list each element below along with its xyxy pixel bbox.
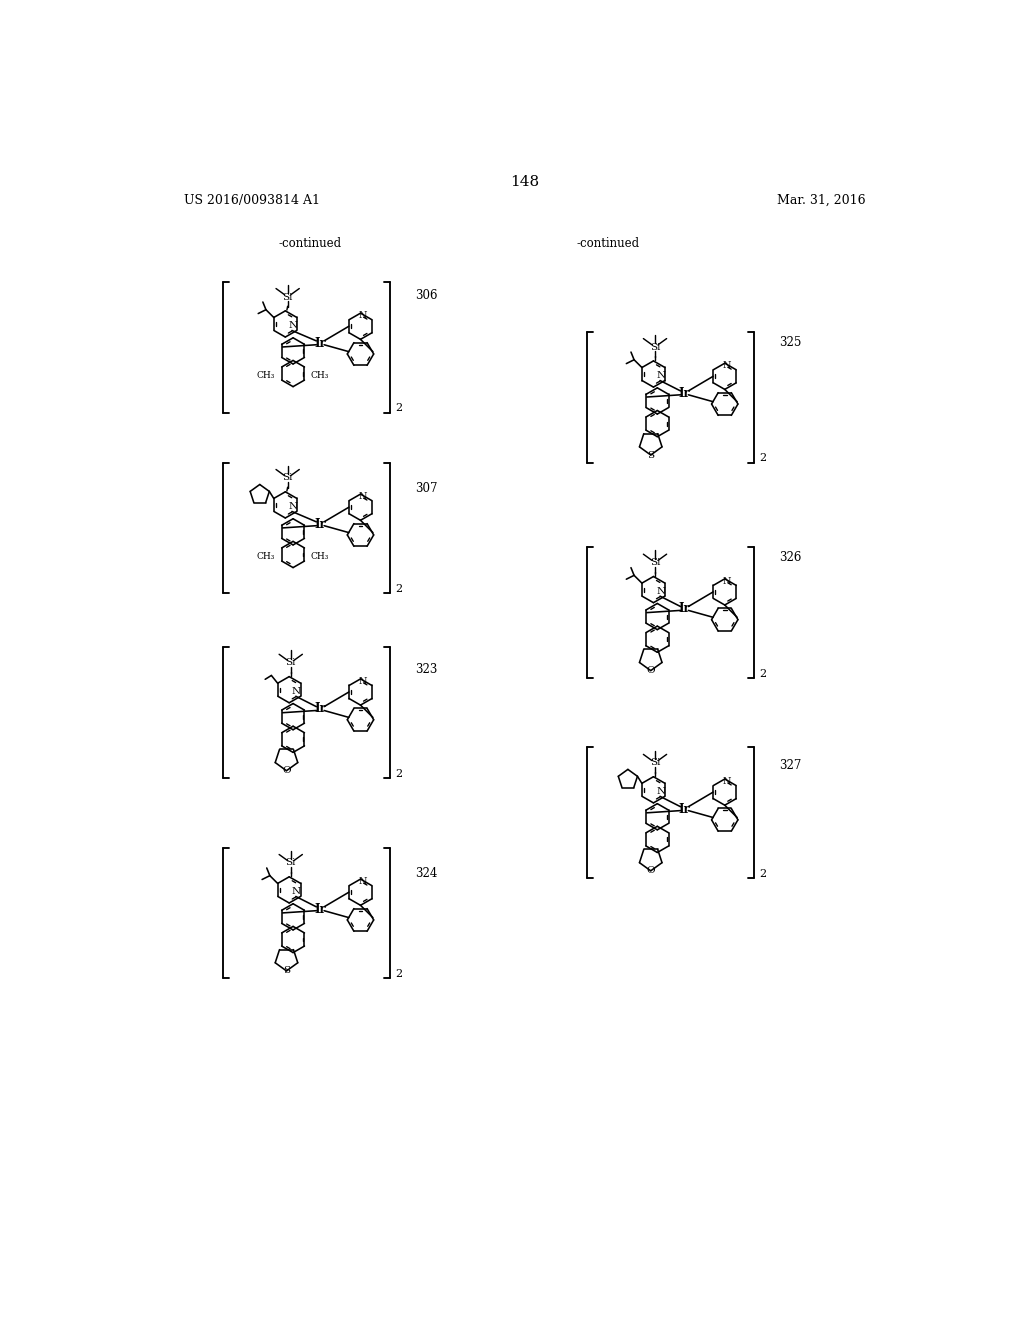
Text: CH₃: CH₃ [311, 552, 330, 561]
Text: N: N [289, 502, 298, 511]
Text: 326: 326 [779, 552, 802, 564]
Text: 325: 325 [779, 335, 802, 348]
Text: Ir: Ir [679, 602, 690, 615]
Text: O: O [646, 667, 655, 675]
Text: Ir: Ir [314, 702, 326, 715]
Text: Mar. 31, 2016: Mar. 31, 2016 [777, 194, 866, 207]
Text: 2: 2 [395, 969, 402, 979]
Text: 307: 307 [415, 482, 437, 495]
Text: N: N [358, 876, 367, 886]
Text: 324: 324 [415, 867, 437, 880]
Text: N: N [289, 321, 298, 330]
Text: CH₃: CH₃ [311, 371, 330, 380]
Text: N: N [656, 787, 666, 796]
Text: -continued: -continued [577, 236, 640, 249]
Text: 306: 306 [415, 289, 437, 302]
Text: Ir: Ir [314, 337, 326, 350]
Text: 323: 323 [415, 663, 437, 676]
Text: S: S [283, 966, 290, 975]
Text: Si: Si [286, 659, 296, 667]
Text: N: N [723, 777, 731, 785]
Text: 2: 2 [760, 869, 767, 879]
Text: N: N [723, 362, 731, 370]
Text: N: N [723, 577, 731, 586]
Text: 2: 2 [395, 403, 402, 413]
Text: Si: Si [650, 558, 660, 568]
Text: CH₃: CH₃ [257, 552, 275, 561]
Text: O: O [283, 766, 291, 775]
Text: N: N [292, 887, 301, 896]
Text: 2: 2 [395, 768, 402, 779]
Text: N: N [656, 371, 666, 380]
Text: 2: 2 [395, 583, 402, 594]
Text: CH₃: CH₃ [257, 371, 275, 380]
Text: Ir: Ir [679, 803, 690, 816]
Text: Si: Si [650, 343, 660, 351]
Text: N: N [358, 312, 367, 319]
Text: 2: 2 [760, 453, 767, 463]
Text: US 2016/0093814 A1: US 2016/0093814 A1 [183, 194, 319, 207]
Text: Si: Si [283, 474, 293, 482]
Text: 327: 327 [779, 759, 802, 772]
Text: N: N [358, 677, 367, 685]
Text: Si: Si [650, 759, 660, 767]
Text: Ir: Ir [314, 517, 326, 531]
Text: 148: 148 [510, 174, 540, 189]
Text: 2: 2 [760, 668, 767, 678]
Text: N: N [358, 492, 367, 500]
Text: Ir: Ir [679, 387, 690, 400]
Text: N: N [656, 586, 666, 595]
Text: Si: Si [283, 293, 293, 301]
Text: Si: Si [286, 858, 296, 867]
Text: S: S [647, 450, 654, 459]
Text: N: N [292, 686, 301, 696]
Text: O: O [646, 866, 655, 875]
Text: Ir: Ir [314, 903, 326, 916]
Text: -continued: -continued [279, 236, 342, 249]
